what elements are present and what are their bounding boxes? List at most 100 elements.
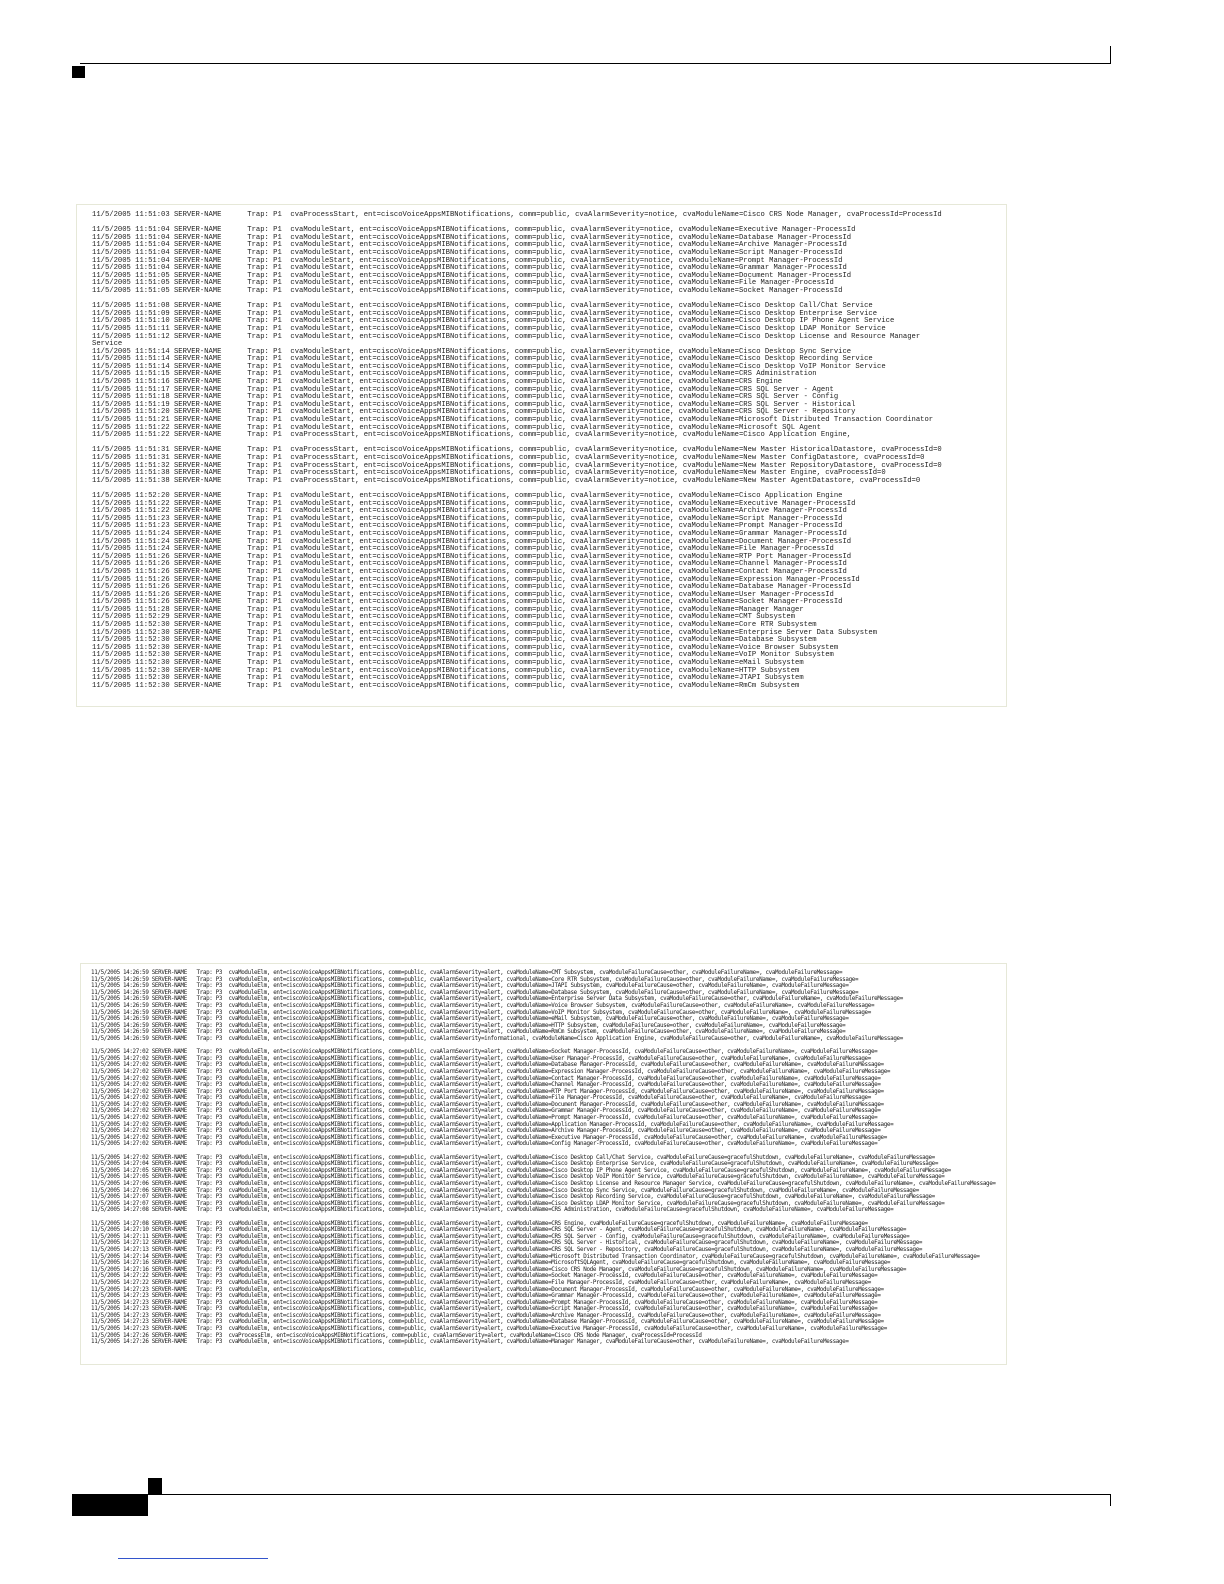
log-line: 11/5/2005 11:52:30 SERVER-NAME Trap: P1 … bbox=[92, 666, 800, 675]
log-line: Service bbox=[92, 340, 123, 349]
log-line: 11/5/2005 11:51:12 SERVER-NAME Trap: P1 … bbox=[92, 332, 921, 341]
log-line: 11/5/2005 11:51:04 SERVER-NAME Trap: P1 … bbox=[92, 226, 856, 235]
log-line: 11/5/2005 11:51:19 SERVER-NAME Trap: P1 … bbox=[92, 400, 856, 409]
log-line: 11/5/2005 14:27:22 SERVER-NAME Trap: P3 … bbox=[91, 1273, 878, 1280]
log-line: 11/5/2005 11:51:05 SERVER-NAME Trap: P1 … bbox=[92, 271, 852, 280]
log-line: 11/5/2005 14:27:02 SERVER-NAME Trap: P3 … bbox=[91, 1062, 884, 1069]
log-line: 11/5/2005 14:27:02 SERVER-NAME Trap: P3 … bbox=[91, 1134, 887, 1141]
group-gap bbox=[91, 1148, 1006, 1155]
log-line: 11/5/2005 11:51:23 SERVER-NAME Trap: P1 … bbox=[92, 514, 843, 523]
log-line: 11/5/2005 11:51:05 SERVER-NAME Trap: P1 … bbox=[92, 279, 834, 288]
log-line: 11/5/2005 14:27:16 SERVER-NAME Trap: P3 … bbox=[91, 1260, 891, 1267]
log-line: 11/5/2005 11:52:30 SERVER-NAME Trap: P1 … bbox=[92, 628, 878, 637]
log-line: 11/5/2005 11:51:23 SERVER-NAME Trap: P1 … bbox=[92, 522, 843, 531]
log-line: 11/5/2005 14:26:59 SERVER-NAME Trap: P3 … bbox=[91, 996, 903, 1003]
trap-log-screenshot: 11/5/2005 14:26:59 SERVER-NAME Trap: P3 … bbox=[80, 963, 1007, 1365]
log-line: 11/5/2005 11:51:22 SERVER-NAME Trap: P1 … bbox=[92, 431, 852, 440]
log-line: 11/5/2005 14:27:14 SERVER-NAME Trap: P3 … bbox=[91, 1253, 980, 1260]
log-line: 11/5/2005 11:51:11 SERVER-NAME Trap: P1 … bbox=[92, 324, 886, 333]
log-line: 11/5/2005 11:51:26 SERVER-NAME Trap: P1 … bbox=[92, 590, 834, 599]
log-line: 11/5/2005 11:51:24 SERVER-NAME Trap: P1 … bbox=[92, 545, 834, 554]
log-line: 11/5/2005 14:27:02 SERVER-NAME Trap: P3 … bbox=[91, 1108, 881, 1115]
log-line: 11/5/2005 11:51:22 SERVER-NAME Trap: P1 … bbox=[92, 423, 821, 432]
log-line: 11/5/2005 14:27:07 SERVER-NAME Trap: P3 … bbox=[91, 1194, 935, 1201]
log-line: 11/5/2005 11:52:29 SERVER-NAME Trap: P1 … bbox=[92, 613, 796, 622]
log-line: 11/5/2005 14:27:02 SERVER-NAME Trap: P3 … bbox=[91, 1082, 881, 1089]
log-line: 11/5/2005 11:51:38 SERVER-NAME Trap: P1 … bbox=[92, 476, 921, 485]
log-line: 11/5/2005 11:51:21 SERVER-NAME Trap: P1 … bbox=[92, 416, 934, 425]
log-line: 11/5/2005 11:51:26 SERVER-NAME Trap: P1 … bbox=[92, 598, 843, 607]
footer-block bbox=[72, 1494, 148, 1516]
log-line: 11/5/2005 14:27:06 SERVER-NAME Trap: P3 … bbox=[91, 1181, 996, 1187]
trap-log-screenshot: 11/5/2005 11:51:03 SERVER-NAME Trap: P1 … bbox=[76, 204, 1007, 707]
log-line: 11/5/2005 14:27:10 SERVER-NAME Trap: P3 … bbox=[91, 1227, 907, 1234]
footer-marker bbox=[148, 1478, 162, 1494]
log-line: 11/5/2005 11:52:30 SERVER-NAME Trap: P1 … bbox=[92, 681, 800, 690]
log-line: 11/5/2005 14:27:22 SERVER-NAME Trap: P3 … bbox=[91, 1279, 871, 1286]
log-line: 11/5/2005 11:51:38 SERVER-NAME Trap: P1 … bbox=[92, 469, 886, 478]
log-line: 11/5/2005 11:51:03 SERVER-NAME Trap: P1 … bbox=[92, 211, 942, 219]
log-line: 11/5/2005 11:51:22 SERVER-NAME Trap: P1 … bbox=[92, 507, 847, 516]
log-line: 11/5/2005 11:51:08 SERVER-NAME Trap: P1 … bbox=[92, 302, 873, 311]
log-line: 11/5/2005 11:51:32 SERVER-NAME Trap: P1 … bbox=[92, 461, 942, 470]
log-line: 11/5/2005 11:51:14 SERVER-NAME Trap: P1 … bbox=[92, 362, 886, 371]
log-line: 11/5/2005 14:27:23 SERVER-NAME Trap: P3 … bbox=[91, 1286, 884, 1293]
footer-link-line bbox=[118, 1558, 268, 1559]
log-line: 11/5/2005 14:27:02 SERVER-NAME Trap: P3 … bbox=[91, 1128, 881, 1135]
log-line: 11/5/2005 11:51:26 SERVER-NAME Trap: P1 … bbox=[92, 560, 847, 569]
log-line: 11/5/2005 11:52:30 SERVER-NAME Trap: P1 … bbox=[92, 651, 834, 660]
log-line: 11/5/2005 14:26:59 SERVER-NAME Trap: P3 … bbox=[91, 976, 859, 983]
log-line: 11/5/2005 14:26:59 SERVER-NAME Trap: P3 … bbox=[91, 970, 843, 976]
log-line: 11/5/2005 14:27:23 SERVER-NAME Trap: P3 … bbox=[91, 1299, 878, 1306]
log-line: 11/5/2005 11:51:15 SERVER-NAME Trap: P1 … bbox=[92, 370, 817, 379]
footer-tick bbox=[1110, 1494, 1111, 1506]
log-line: 11/5/2005 11:51:22 SERVER-NAME Trap: P1 … bbox=[92, 499, 856, 508]
log-line: 11/5/2005 14:27:06 SERVER-NAME Trap: P3 … bbox=[91, 1187, 919, 1194]
log-line: 11/5/2005 11:51:18 SERVER-NAME Trap: P1 … bbox=[92, 393, 839, 402]
log-line: 11/5/2005 14:26:59 SERVER-NAME Trap: P3 … bbox=[91, 1002, 875, 1009]
log-line: 11/5/2005 14:26:59 SERVER-NAME Trap: P3 … bbox=[91, 1029, 846, 1036]
log-line: 11/5/2005 14:26:59 SERVER-NAME Trap: P3 … bbox=[91, 983, 849, 990]
log-line: 11/5/2005 11:51:04 SERVER-NAME Trap: P1 … bbox=[92, 233, 852, 242]
log-line: 11/5/2005 14:27:02 SERVER-NAME Trap: P3 … bbox=[91, 1068, 891, 1075]
log-line: 11/5/2005 14:27:02 SERVER-NAME Trap: P3 … bbox=[91, 1075, 881, 1082]
log-line: 11/5/2005 11:51:20 SERVER-NAME Trap: P1 … bbox=[92, 408, 856, 417]
log-line: 11/5/2005 14:27:12 SERVER-NAME Trap: P3 … bbox=[91, 1240, 923, 1247]
log-line: 11/5/2005 14:27:02 SERVER-NAME Trap: P3 … bbox=[91, 1121, 894, 1128]
log-line: 11/5/2005 11:52:30 SERVER-NAME Trap: P1 … bbox=[92, 636, 817, 645]
log-line: 11/5/2005 14:27:08 SERVER-NAME Trap: P3 … bbox=[91, 1220, 868, 1227]
log-line: 11/5/2005 11:51:24 SERVER-NAME Trap: P1 … bbox=[92, 529, 847, 538]
log-line: 11/5/2005 14:27:26 SERVER-NAME Trap: P3 … bbox=[91, 1339, 849, 1346]
log-line: 11/5/2005 14:27:16 SERVER-NAME Trap: P3 … bbox=[91, 1266, 907, 1273]
log-line: 11/5/2005 14:27:04 SERVER-NAME Trap: P3 … bbox=[91, 1161, 939, 1168]
log-line: 11/5/2005 11:51:05 SERVER-NAME Trap: P1 … bbox=[92, 286, 843, 295]
log-line: 11/5/2005 14:27:23 SERVER-NAME Trap: P3 … bbox=[91, 1306, 878, 1313]
log-line: 11/5/2005 14:27:05 SERVER-NAME Trap: P3 … bbox=[91, 1174, 945, 1181]
log-line: 11/5/2005 11:51:14 SERVER-NAME Trap: P1 … bbox=[92, 347, 852, 356]
log-line: 11/5/2005 11:52:30 SERVER-NAME Trap: P1 … bbox=[92, 643, 839, 652]
header-rule bbox=[80, 63, 1111, 64]
log-line: 11/5/2005 14:27:02 SERVER-NAME Trap: P3 … bbox=[91, 1154, 935, 1161]
log-line: 11/5/2005 11:51:31 SERVER-NAME Trap: P1 … bbox=[92, 454, 925, 462]
log-line: 11/5/2005 11:51:14 SERVER-NAME Trap: P1 … bbox=[92, 355, 873, 364]
log-line: 11/5/2005 14:26:59 SERVER-NAME Trap: P3 … bbox=[91, 1009, 871, 1016]
log-line: 11/5/2005 11:51:04 SERVER-NAME Trap: P1 … bbox=[92, 256, 843, 265]
header-tick bbox=[1110, 46, 1111, 64]
log-line: 11/5/2005 11:51:26 SERVER-NAME Trap: P1 … bbox=[92, 552, 852, 561]
log-line: 11/5/2005 11:51:10 SERVER-NAME Trap: P1 … bbox=[92, 317, 895, 326]
log-line: 11/5/2005 14:27:02 SERVER-NAME Trap: P3 … bbox=[91, 1055, 871, 1062]
header-marker bbox=[72, 66, 85, 78]
log-line: 11/5/2005 11:52:30 SERVER-NAME Trap: P1 … bbox=[92, 659, 804, 668]
log-line: 11/5/2005 11:51:16 SERVER-NAME Trap: P1 … bbox=[92, 378, 783, 387]
log-line: 11/5/2005 14:27:13 SERVER-NAME Trap: P3 … bbox=[91, 1246, 923, 1253]
log-line: 11/5/2005 14:27:02 SERVER-NAME Trap: P3 … bbox=[91, 1141, 878, 1148]
log-line: 11/5/2005 14:27:11 SERVER-NAME Trap: P3 … bbox=[91, 1233, 910, 1240]
log-line: 11/5/2005 14:27:02 SERVER-NAME Trap: P3 … bbox=[91, 1049, 878, 1056]
log-line: 11/5/2005 11:52:30 SERVER-NAME Trap: P1 … bbox=[92, 674, 804, 683]
log-line: 11/5/2005 11:51:26 SERVER-NAME Trap: P1 … bbox=[92, 575, 860, 584]
log-line: 11/5/2005 14:26:59 SERVER-NAME Trap: P3 … bbox=[91, 989, 859, 996]
group-gap bbox=[91, 1214, 1006, 1221]
log-line: 11/5/2005 11:51:04 SERVER-NAME Trap: P1 … bbox=[92, 264, 847, 273]
log-line: 11/5/2005 14:27:23 SERVER-NAME Trap: P3 … bbox=[91, 1326, 887, 1333]
